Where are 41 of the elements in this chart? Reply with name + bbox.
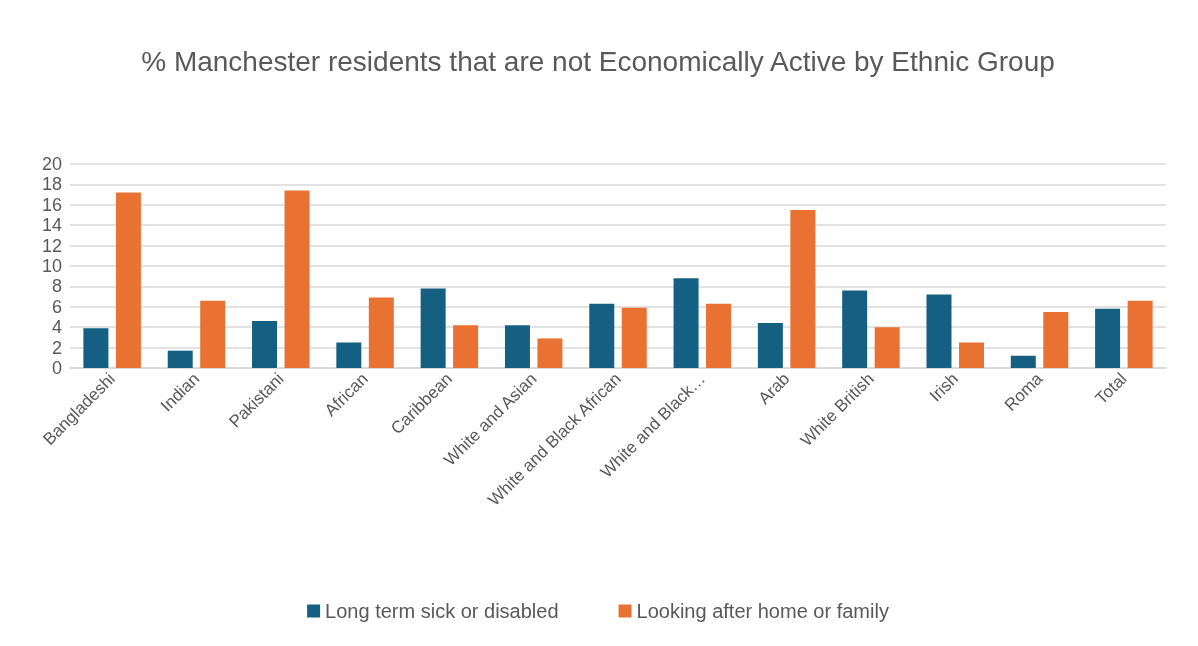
- bar: [504, 325, 530, 368]
- bar: [589, 303, 615, 368]
- bar: [453, 325, 479, 368]
- bar: [336, 342, 362, 368]
- bar: [1043, 311, 1069, 368]
- x-tick-label: Irish: [925, 369, 962, 406]
- bar: [842, 290, 868, 368]
- bar: [874, 327, 900, 368]
- y-tick-label: 8: [51, 276, 62, 297]
- bar: [1095, 308, 1121, 368]
- bar: [420, 288, 446, 368]
- bar: [284, 190, 310, 368]
- y-tick-label: 14: [41, 215, 62, 236]
- bar: [368, 297, 394, 368]
- y-tick-label: 4: [51, 317, 62, 338]
- y-tick-label: 16: [41, 194, 62, 215]
- legend-label: Long term sick or disabled: [325, 600, 559, 622]
- bar: [1010, 355, 1036, 368]
- bar: [757, 323, 783, 368]
- bar: [621, 307, 647, 368]
- y-tick-label: 2: [51, 337, 62, 358]
- y-tick-label: 20: [41, 154, 62, 174]
- bar: [958, 342, 984, 368]
- bar: [706, 303, 732, 368]
- bar: [1127, 300, 1153, 368]
- bar: [252, 321, 278, 368]
- y-tick-label: 6: [51, 296, 62, 317]
- bar: [537, 338, 563, 368]
- chart-title: % Manchester residents that are not Economically Active by Ethnic Group: [141, 45, 1055, 77]
- bar: [200, 300, 226, 368]
- y-tick-label: 10: [41, 256, 62, 276]
- bar: [115, 192, 141, 368]
- y-tick-label: 18: [41, 174, 62, 195]
- bar: [167, 350, 193, 368]
- legend-label: Looking after home or family: [636, 600, 889, 622]
- bar: [673, 278, 699, 368]
- bar: [926, 294, 952, 368]
- bar: [790, 209, 816, 368]
- y-tick-label: 0: [51, 358, 62, 378]
- y-tick-label: 12: [41, 235, 62, 256]
- bar: [83, 328, 109, 368]
